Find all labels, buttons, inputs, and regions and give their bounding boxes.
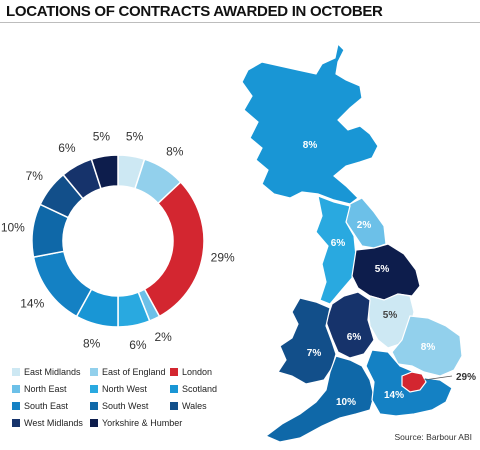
donut-label-north-east: 2% xyxy=(154,330,172,344)
map-label-scotland: 8% xyxy=(303,140,318,151)
map-label-east-midlands: 5% xyxy=(383,310,398,321)
legend-swatch xyxy=(90,419,98,427)
map-label-yorkshire-and-humber: 5% xyxy=(375,264,390,275)
donut-label-east-of-england: 8% xyxy=(166,145,184,159)
legend-swatch xyxy=(12,385,20,393)
legend-swatch xyxy=(90,402,98,410)
donut-label-east-midlands: 5% xyxy=(126,129,144,143)
donut-label-south-west: 10% xyxy=(1,221,25,235)
legend-label: Scotland xyxy=(182,384,218,394)
legend-label: London xyxy=(182,367,213,377)
donut-label-west-midlands: 6% xyxy=(58,141,76,155)
chart-title: LOCATIONS OF CONTRACTS AWARDED IN OCTOBE… xyxy=(6,3,383,20)
legend-item-north-east: North East xyxy=(12,384,67,394)
donut-label-london: 29% xyxy=(211,251,235,265)
london-leader-line xyxy=(423,375,453,381)
legend-swatch xyxy=(170,385,178,393)
donut-label-yorkshire-and-humber: 5% xyxy=(93,129,111,143)
legend-label: North West xyxy=(102,384,147,394)
legend-item-east-of-england: East of England xyxy=(90,367,166,377)
map-region-north-west xyxy=(315,195,357,305)
map-region-south-west xyxy=(264,355,375,443)
map-label-north-east: 2% xyxy=(357,220,372,231)
map-label-north-west: 6% xyxy=(331,238,346,249)
map-region-wales xyxy=(277,297,337,385)
legend-item-south-east: South East xyxy=(12,401,68,411)
legend-item-south-west: South West xyxy=(90,401,148,411)
map-label-wales: 7% xyxy=(307,348,322,359)
map-label-south-west: 10% xyxy=(336,397,356,408)
source-note: Source: Barbour ABI xyxy=(394,432,473,442)
map-labels: 8% 2% 6% 5% 5% 6% 7% 8% 10% 14% 29% xyxy=(303,140,476,408)
legend-item-scotland: Scotland xyxy=(170,384,217,394)
donut-label-wales: 7% xyxy=(26,169,44,183)
map-region-yorkshire xyxy=(351,243,421,301)
donut-label-north-west: 6% xyxy=(129,338,147,352)
legend-label: Yorkshire & Humber xyxy=(102,418,183,428)
title-divider xyxy=(0,22,480,23)
map-region-east-of-england xyxy=(391,315,463,377)
donut-chart xyxy=(31,154,205,328)
legend-item-london: London xyxy=(170,367,212,377)
donut-label-scotland: 8% xyxy=(83,337,101,351)
legend-item-north-west: North West xyxy=(90,384,147,394)
legend-label: South West xyxy=(102,401,149,411)
legend-swatch xyxy=(170,402,178,410)
donut-label-south-east: 14% xyxy=(20,296,44,310)
map-region-scotland xyxy=(241,35,379,205)
donut-slice-london xyxy=(143,181,205,318)
map-label-london: 29% xyxy=(456,372,476,383)
legend-swatch xyxy=(90,385,98,393)
legend-label: East Midlands xyxy=(24,367,81,377)
map-label-south-east: 14% xyxy=(384,390,404,401)
donut-labels: 5% 8% 29% 2% 6% 8% 14% 10% 7% 6% 5% xyxy=(1,129,235,352)
map-label-west-midlands: 6% xyxy=(347,332,362,343)
legend-swatch xyxy=(90,368,98,376)
map-region-london xyxy=(401,371,427,393)
legend-swatch xyxy=(12,368,20,376)
legend-label: West Midlands xyxy=(24,418,83,428)
legend-label: Wales xyxy=(182,401,207,411)
legend-label: North East xyxy=(24,384,67,394)
legend-item-yorkshire-and-humber: Yorkshire & Humber xyxy=(90,418,182,428)
legend-label: East of England xyxy=(102,367,166,377)
legend-item-west-midlands: West Midlands xyxy=(12,418,83,428)
legend-swatch xyxy=(170,368,178,376)
map-region-west-midlands xyxy=(325,291,375,359)
legend-item-east-midlands: East Midlands xyxy=(12,367,81,377)
legend-item-wales: Wales xyxy=(170,401,207,411)
legend-label: South East xyxy=(24,401,69,411)
donut-slice-yorkshire-and-humber xyxy=(90,154,119,190)
legend-swatch xyxy=(12,419,20,427)
map-label-east-of-england: 8% xyxy=(421,342,436,353)
legend-swatch xyxy=(12,402,20,410)
uk-map xyxy=(241,35,463,443)
